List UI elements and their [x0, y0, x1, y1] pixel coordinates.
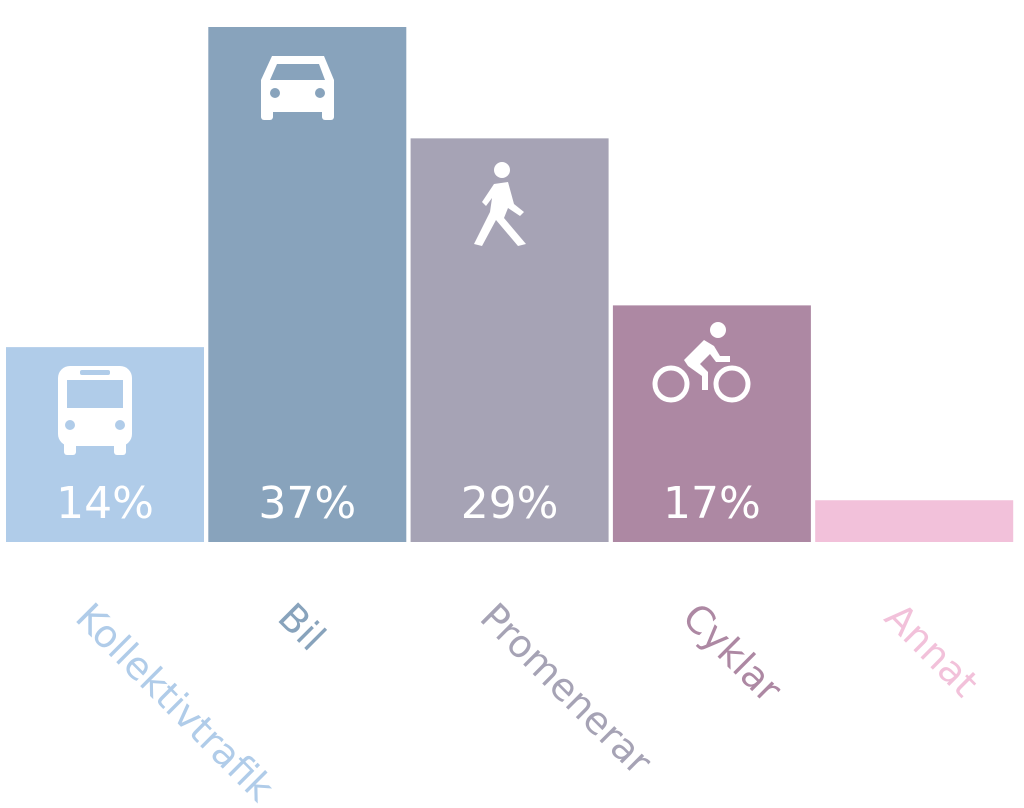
value-label: 37%: [258, 478, 356, 529]
icons: [58, 56, 751, 455]
value-label: 14%: [56, 478, 154, 529]
value-label: 17%: [663, 478, 761, 529]
value-label: 29%: [461, 478, 559, 529]
category-label: Annat: [876, 595, 987, 706]
walk-icon: [474, 162, 526, 246]
bar: [815, 500, 1014, 542]
bar: [208, 27, 407, 542]
category-label: Bil: [270, 595, 334, 659]
bars: [6, 27, 1014, 542]
bike-icon: [652, 322, 751, 403]
category-label: Cyklar: [674, 595, 791, 712]
category-label: Kollektivtrafik: [67, 595, 282, 808]
category-label: Promenerar: [472, 595, 661, 784]
bus-icon: [58, 366, 132, 455]
car-icon: [261, 56, 334, 120]
